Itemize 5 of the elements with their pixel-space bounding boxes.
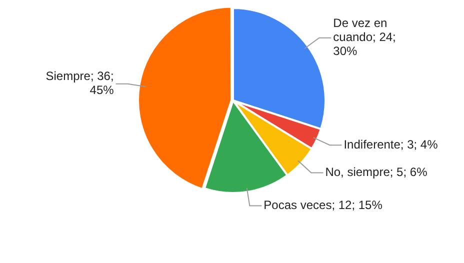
- slice-label: No, siempre; 5; 6%: [325, 165, 428, 180]
- slice-label: Siempre; 36; 45%: [46, 69, 114, 98]
- slice-label: Pocas veces; 12; 15%: [264, 198, 383, 212]
- slice-label: De vez en cuando; 24; 30%: [333, 16, 396, 58]
- slice-label: Indiferente; 3; 4%: [344, 137, 438, 152]
